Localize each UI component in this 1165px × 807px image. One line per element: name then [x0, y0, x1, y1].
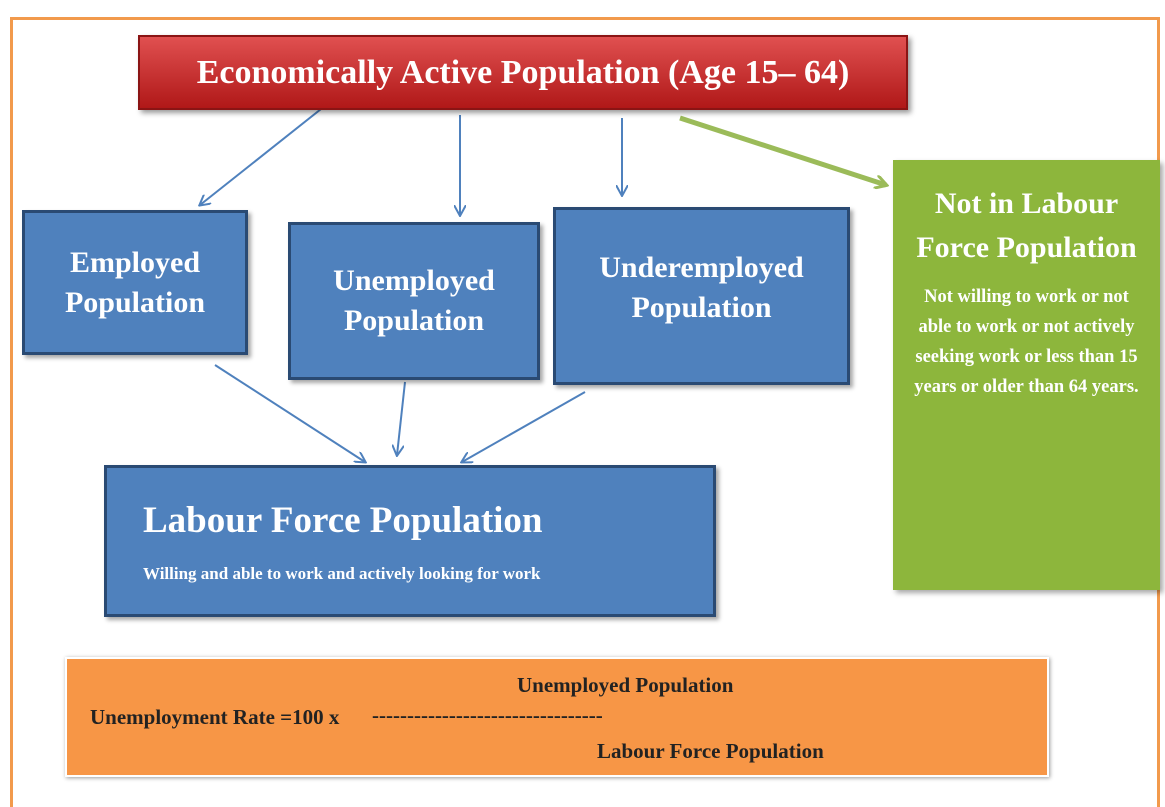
arrow	[679, 115, 886, 185]
title-box: Economically Active Population (Age 15– …	[138, 35, 908, 110]
formula-box: Unemployed Population Unemployment Rate …	[65, 657, 1049, 777]
title: Economically Active Population (Age 15– …	[196, 53, 850, 91]
arrow	[397, 381, 406, 455]
node: Employed Population	[22, 210, 248, 355]
node: Underemployed Population	[553, 207, 850, 385]
node-description: Not willing to work or not able to work …	[914, 287, 1139, 397]
node: Labour Force Population Willing and able…	[104, 465, 716, 617]
node-description: Willing and able to work and actively lo…	[143, 563, 541, 583]
node-label: Underemployed Population	[599, 251, 804, 324]
node: Unemployed Population	[288, 222, 540, 380]
arrow	[462, 391, 586, 462]
formula-divider: ---------------------------------	[372, 703, 603, 727]
formula-denominator: Labour Force Population	[597, 739, 824, 763]
formula-numerator: Unemployed Population	[517, 673, 734, 697]
node-label: Not in Labour Force Population	[916, 187, 1137, 264]
node-label: Unemployed Population	[333, 264, 495, 337]
arrow	[214, 364, 365, 462]
node-label: Employed Population	[64, 245, 206, 319]
formula-lhs: Unemployment Rate =100 x	[90, 705, 340, 729]
node: Not in Labour Force Population Not willi…	[893, 160, 1160, 590]
node-label: Labour Force Population	[143, 499, 543, 541]
